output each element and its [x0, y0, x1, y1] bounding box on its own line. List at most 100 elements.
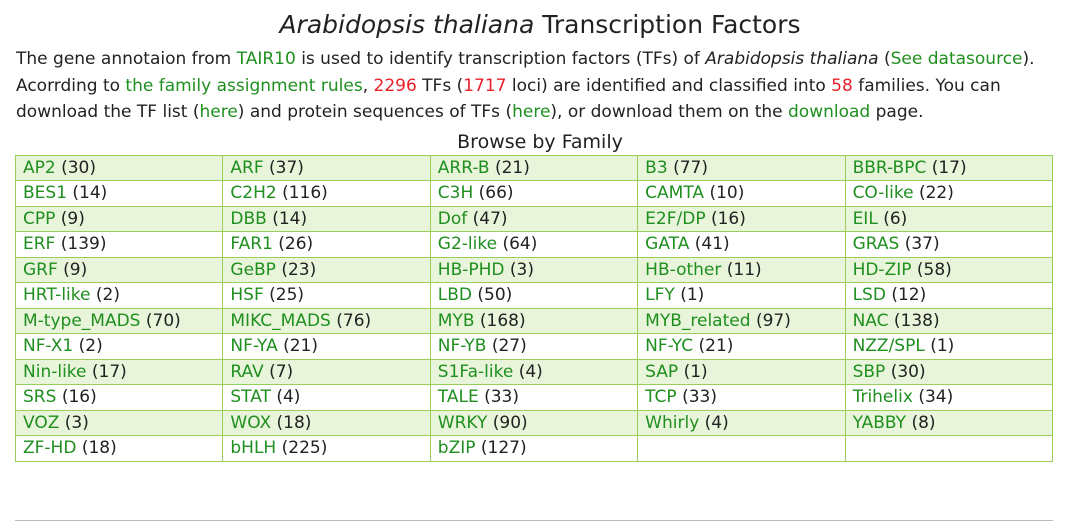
family-link[interactable]: E2F/DP	[645, 208, 706, 229]
family-count: (168)	[479, 310, 526, 331]
family-link[interactable]: B3	[645, 157, 668, 178]
family-link[interactable]: bZIP	[437, 438, 476, 459]
browse-title: Browse by Family	[457, 130, 623, 153]
family-link[interactable]: MYB	[437, 310, 475, 331]
family-link[interactable]: VOZ	[23, 412, 60, 433]
family-link[interactable]: HD-ZIP	[852, 259, 912, 280]
table-row: GRF (9) GeBP (23) HB-PHD (3) HB-other (11) H…	[14, 256, 1054, 283]
family-link[interactable]: SBP	[852, 361, 886, 382]
family-link[interactable]: HB-other	[645, 259, 722, 280]
family-cell: NF-YA (21)	[222, 333, 431, 360]
family-link[interactable]: ERF	[23, 234, 56, 255]
loci-count: 1717	[463, 75, 507, 96]
tf-list-download-link[interactable]: here	[199, 102, 238, 122]
family-link[interactable]: ZF-HD	[23, 438, 77, 459]
family-count: (27)	[491, 336, 527, 357]
family-cell: WRKY (90)	[429, 409, 639, 436]
family-count: (37)	[904, 234, 940, 255]
family-cell: BES1 (14)	[14, 180, 224, 207]
family-cell: NF-X1 (2)	[14, 333, 224, 360]
family-link[interactable]: CAMTA	[645, 183, 705, 204]
family-link[interactable]: Dof	[437, 208, 468, 229]
family-link[interactable]: C3H	[437, 183, 474, 204]
family-table-body: AP2 (30) ARF (37) ARR-B (21) B3 (77) BBR-BPC…	[14, 154, 1054, 462]
family-link[interactable]: NZZ/SPL	[852, 336, 925, 357]
family-link[interactable]: GRF	[23, 259, 58, 280]
download-page-link[interactable]: download	[788, 102, 871, 122]
family-count: (16)	[61, 387, 97, 408]
family-count: (22)	[918, 183, 954, 204]
family-link[interactable]: LBD	[437, 285, 473, 306]
family-link[interactable]: ARF	[230, 157, 264, 178]
protein-seq-download-link[interactable]: here	[512, 102, 551, 122]
family-link[interactable]: YABBY	[852, 412, 907, 433]
family-link[interactable]: FAR1	[230, 234, 273, 255]
family-rules-link[interactable]: the family assignment rules	[125, 75, 363, 96]
family-cell: CO-like (22)	[844, 180, 1054, 207]
family-cell: Dof (47)	[429, 205, 639, 232]
family-link[interactable]: Whirly	[645, 412, 700, 433]
family-link[interactable]: NF-YB	[437, 336, 487, 357]
family-link[interactable]: MIKC_MADS	[230, 310, 331, 331]
family-link[interactable]: HSF	[230, 285, 264, 306]
family-cell: ARF (37)	[222, 154, 431, 181]
family-link[interactable]: GATA	[645, 234, 690, 255]
family-count: (1)	[683, 361, 708, 382]
family-count: (11)	[726, 259, 762, 280]
family-link[interactable]: Nin-like	[23, 361, 87, 382]
family-cell: ZF-HD (18)	[14, 435, 224, 462]
family-link[interactable]: WRKY	[437, 412, 488, 433]
table-row: AP2 (30) ARF (37) ARR-B (21) B3 (77) BBR-BPC…	[14, 154, 1054, 181]
family-count: (58)	[916, 259, 952, 280]
family-link[interactable]: MYB_related	[645, 310, 751, 331]
family-cell: bHLH (225)	[222, 435, 431, 462]
intro-text: loci) are identified and classified into	[506, 75, 832, 96]
family-link[interactable]: BES1	[23, 183, 68, 204]
family-link[interactable]: DBB	[230, 208, 267, 229]
family-link[interactable]: CO-like	[852, 183, 914, 204]
family-link[interactable]: LFY	[645, 285, 675, 306]
family-link[interactable]: C2H2	[230, 183, 277, 204]
family-count: (25)	[269, 285, 305, 306]
family-cell: HD-ZIP (58)	[844, 256, 1054, 283]
family-link[interactable]: AP2	[23, 157, 56, 178]
family-link[interactable]: NF-X1	[23, 336, 74, 357]
family-cell: STAT (4)	[222, 384, 431, 411]
family-link[interactable]: GRAS	[852, 234, 900, 255]
family-link[interactable]: TALE	[437, 387, 479, 408]
family-link[interactable]: LSD	[852, 285, 886, 306]
family-link[interactable]: EIL	[852, 208, 878, 229]
family-link[interactable]: HB-PHD	[437, 259, 505, 280]
family-cell: NZZ/SPL (1)	[844, 333, 1054, 360]
see-datasource-link[interactable]: See datasource	[890, 49, 1023, 69]
family-link[interactable]: S1Fa-like	[437, 361, 514, 382]
family-cell: M-type_MADS (70)	[14, 307, 224, 334]
table-row: SRS (16) STAT (4) TALE (33) TCP (33) Triheli…	[14, 384, 1054, 411]
family-link[interactable]: SRS	[23, 387, 57, 408]
family-link[interactable]: HRT-like	[23, 285, 91, 306]
tair10-link[interactable]: TAIR10	[236, 49, 296, 69]
species-name: Arabidopsis thaliana	[705, 49, 879, 69]
family-link[interactable]: TCP	[645, 387, 677, 408]
family-link[interactable]: ARR-B	[437, 157, 490, 178]
family-link[interactable]: NAC	[852, 310, 889, 331]
family-link[interactable]: CPP	[23, 208, 56, 229]
family-link[interactable]: WOX	[230, 412, 272, 433]
family-link[interactable]: bHLH	[230, 438, 277, 459]
family-cell: Nin-like (17)	[14, 358, 224, 385]
family-cell: LFY (1)	[637, 282, 846, 309]
family-cell: LSD (12)	[844, 282, 1054, 309]
family-link[interactable]: SAP	[645, 361, 679, 382]
family-link[interactable]: G2-like	[437, 234, 498, 255]
family-link[interactable]: NF-YC	[645, 336, 694, 357]
family-link[interactable]: Trihelix	[852, 387, 913, 408]
family-link[interactable]: RAV	[230, 361, 264, 382]
family-count: (4)	[518, 361, 543, 382]
family-link[interactable]: NF-YA	[230, 336, 278, 357]
family-link[interactable]: GeBP	[230, 259, 276, 280]
family-count: (3)	[509, 259, 534, 280]
family-cell: Trihelix (34)	[844, 384, 1054, 411]
family-link[interactable]: STAT	[230, 387, 271, 408]
family-link[interactable]: M-type_MADS	[23, 310, 141, 331]
family-link[interactable]: BBR-BPC	[852, 157, 927, 178]
